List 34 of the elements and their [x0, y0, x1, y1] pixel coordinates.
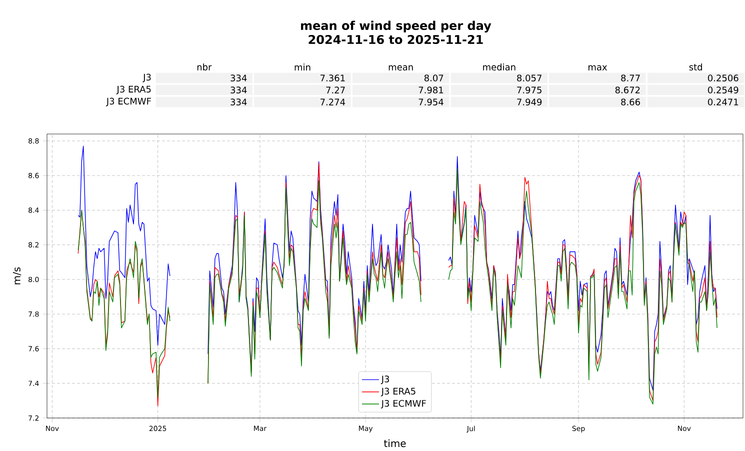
data-label: 7.975 — [517, 86, 542, 94]
chart-title: mean of wind speed per day — [301, 20, 492, 32]
x-tick-label: nbr — [197, 64, 212, 70]
data-label: 8.07 — [424, 74, 444, 82]
legend-label: J3 — [380, 376, 390, 384]
x-tick-label: std — [689, 64, 702, 70]
data-label: 0.2506 — [708, 74, 738, 82]
data-label: 334 — [230, 86, 247, 94]
x-tick-label: median — [483, 64, 516, 70]
data-label: 7.981 — [418, 86, 444, 94]
data-label: 8.057 — [517, 74, 542, 82]
data-label: 7.361 — [320, 74, 345, 82]
legend-label: J3 ECMWF — [380, 400, 426, 408]
legend-label: J3 ERA5 — [380, 388, 416, 396]
x-axis-title: time — [384, 439, 406, 448]
y-tick-label: J3 ERA5 — [116, 86, 151, 94]
data-label: 7.27 — [326, 86, 345, 94]
x-tick-label: mean — [388, 65, 413, 70]
data-label: 8.77 — [621, 74, 640, 82]
data-label: 334 — [230, 74, 247, 82]
y-tick-label: J3 ECMWF — [106, 98, 151, 106]
data-label: 0.2549 — [708, 86, 738, 94]
data-label: 8.672 — [615, 86, 640, 94]
x-tick-label: min — [294, 64, 310, 70]
x-tick-label: max — [588, 65, 608, 70]
y-axis-title: m/s — [12, 267, 22, 284]
y-tick-label: J3 — [142, 74, 151, 82]
chart-subtitle: 2024-11-16 to 2025-11-21 — [308, 34, 483, 44]
data-label: 0.2471 — [708, 98, 738, 106]
data-label: 7.274 — [320, 98, 346, 106]
data-label: 7.954 — [418, 98, 444, 106]
data-label: 7.949 — [517, 98, 542, 106]
data-label: 8.66 — [621, 98, 640, 106]
data-label: 334 — [230, 98, 247, 106]
